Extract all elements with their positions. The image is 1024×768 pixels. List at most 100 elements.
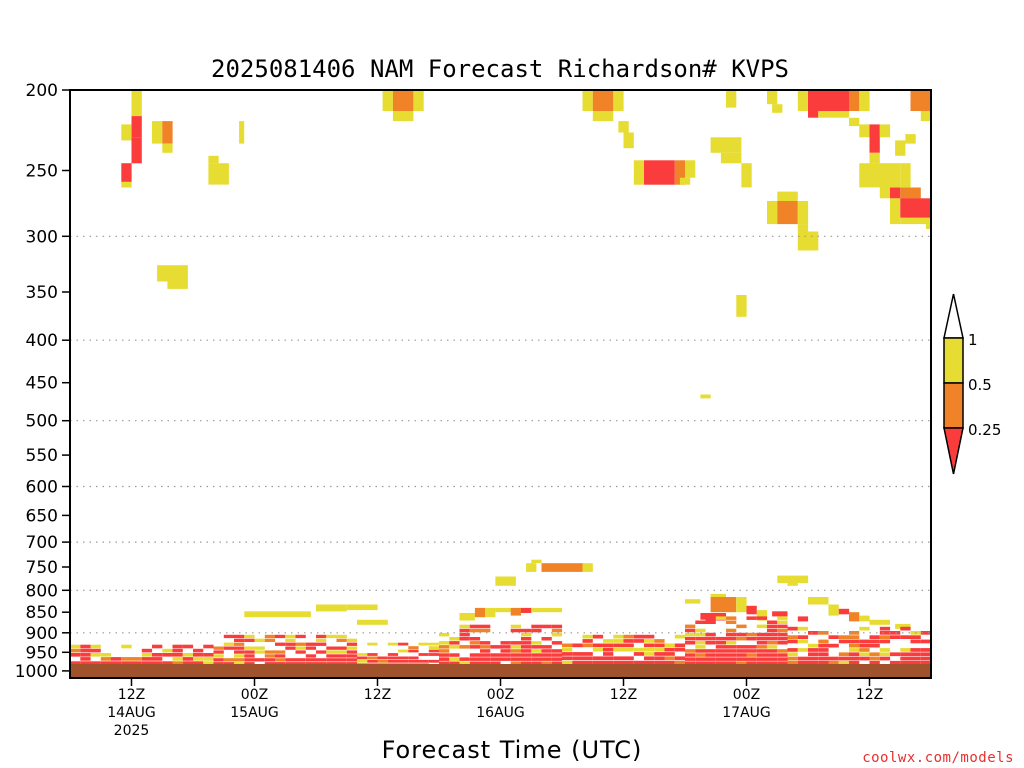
pbl-cell [418, 653, 429, 656]
pbl-cell [726, 645, 737, 649]
pbl-cell [367, 653, 378, 656]
ri-cell [633, 160, 645, 185]
pbl-cell [818, 656, 829, 661]
pbl-cell [726, 657, 737, 661]
pbl-cell [316, 650, 327, 654]
pbl-cell [859, 648, 870, 652]
colorbar-bin-orange [943, 382, 964, 429]
ri-cell [700, 394, 711, 399]
ri-cell [157, 265, 188, 282]
x-tick-label: 2025 [114, 723, 150, 739]
pbl-cell [715, 616, 727, 620]
ri-cell [531, 559, 542, 564]
pbl-cell [777, 632, 788, 637]
pbl-cell [428, 649, 440, 653]
pbl-cell [387, 653, 399, 656]
pbl-cell [715, 661, 727, 665]
pbl-cell [603, 643, 614, 648]
pbl-cell [695, 649, 706, 653]
pbl-cell [633, 639, 645, 643]
pbl-cell [80, 648, 91, 653]
pbl-cell [797, 656, 809, 661]
pbl-cell [787, 652, 798, 657]
pbl-cell [346, 642, 358, 646]
pbl-cell [357, 656, 368, 660]
pbl-cell [480, 661, 491, 665]
pbl-cell [510, 653, 521, 657]
pbl-cell [777, 653, 788, 657]
ri-cell [531, 607, 563, 613]
pbl-cell [480, 641, 491, 645]
pbl-cell [879, 656, 891, 661]
credit-link[interactable]: coolwx.com/models [862, 750, 1014, 766]
pbl-cell [715, 653, 727, 657]
pbl-cell [695, 657, 706, 661]
pbl-cell [449, 661, 460, 665]
colorbar: 1 0.5 0.25 [943, 293, 1001, 475]
pbl-cell [162, 661, 173, 665]
pbl-cell [910, 639, 921, 644]
pbl-cell [787, 648, 798, 652]
pbl-cell [510, 645, 521, 649]
pbl-cell [418, 642, 429, 646]
pbl-cell [756, 641, 768, 645]
pbl-cell [521, 649, 532, 653]
pbl-cell [490, 645, 501, 649]
ri-cells [121, 90, 932, 629]
ri-cell [849, 90, 860, 111]
pbl-cell [490, 657, 501, 661]
pbl-cell [254, 646, 265, 650]
pbl-cell [654, 656, 665, 661]
pbl-cell [459, 632, 470, 637]
pbl-cell [674, 647, 686, 652]
pbl-cell [746, 636, 757, 641]
pbl-cell [111, 661, 122, 665]
pbl-cell [305, 642, 317, 646]
pbl-cell [859, 652, 870, 657]
pbl-cell [100, 657, 112, 661]
ri-cell [895, 140, 906, 156]
pbl-cell [726, 632, 737, 637]
pbl-cell [285, 638, 296, 642]
pbl-cell [767, 657, 778, 661]
pbl-cell [182, 644, 194, 649]
pbl-cell [582, 639, 593, 643]
pbl-cell [449, 637, 460, 641]
pbl-cell [736, 624, 747, 629]
pbl-cell [849, 635, 860, 639]
ri-cell [208, 155, 219, 164]
pbl-cell [541, 661, 552, 665]
ri-cell [674, 160, 686, 185]
ri-cell [131, 90, 142, 117]
pbl-cell [439, 645, 450, 649]
pbl-cell [828, 635, 839, 639]
pbl-cell [756, 624, 768, 629]
pbl-cell [705, 661, 716, 665]
pbl-cell [613, 643, 624, 648]
x-tick-label: 00Z [487, 687, 514, 703]
pbl-cell [685, 653, 696, 657]
ri-cell [895, 623, 911, 629]
pbl-cell [736, 653, 747, 657]
pbl-cell [469, 661, 481, 665]
pbl-cell [756, 636, 768, 641]
pbl-cell [695, 641, 706, 645]
pbl-cell [551, 628, 563, 633]
ri-cell [162, 121, 173, 144]
ri-cell [777, 575, 809, 583]
pbl-cell [510, 624, 521, 629]
ri-cell [797, 616, 809, 622]
ri-cell [582, 563, 593, 572]
pbl-cell [234, 646, 245, 650]
ri-cell [828, 604, 839, 616]
pbl-cell [787, 639, 798, 644]
y-tick-label: 750 [26, 558, 58, 578]
ri-cell [167, 281, 188, 289]
pbl-cell [203, 661, 214, 665]
pbl-cell [398, 642, 409, 646]
pbl-cell [849, 631, 860, 635]
pbl-cell [100, 653, 112, 657]
pbl-cell [705, 649, 716, 653]
ri-cell [131, 116, 142, 138]
